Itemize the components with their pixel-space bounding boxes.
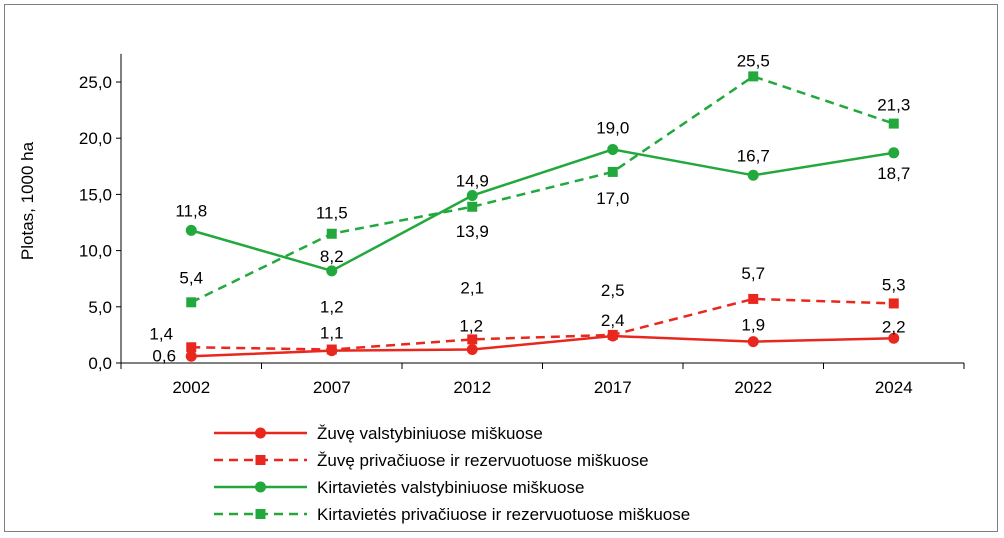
data-point-marker <box>326 265 338 277</box>
data-label: 2,5 <box>601 281 625 300</box>
legend-label: Žuvę valstybiniuose miškuose <box>317 424 543 443</box>
y-tick-label: 0,0 <box>88 354 112 373</box>
data-label: 1,2 <box>320 298 344 317</box>
data-label: 1,2 <box>459 317 483 336</box>
data-label: 13,9 <box>456 222 489 241</box>
legend-marker <box>255 427 266 439</box>
y-tick-label: 25,0 <box>79 73 112 92</box>
y-axis-title: Plotas, 1000 ha <box>18 141 37 260</box>
data-label: 18,7 <box>877 164 910 183</box>
data-point-marker <box>466 190 478 202</box>
series-line-2 <box>191 297 894 351</box>
x-tick-label: 2017 <box>594 378 632 397</box>
data-label: 1,4 <box>149 324 173 343</box>
series-layer <box>185 71 900 362</box>
data-point-marker <box>466 344 478 356</box>
data-point-marker <box>607 329 618 340</box>
data-labels: 0,6 1,1 1,2 2,4 1,9 2,2 1,4 1,2 2,1 2,5 5,7 5,3 11,8… <box>149 51 910 365</box>
data-point-marker <box>888 332 900 344</box>
data-point-marker <box>888 147 900 159</box>
y-tick-label: 10,0 <box>79 242 112 261</box>
y-tick-label: 20,0 <box>79 129 112 148</box>
data-point-marker <box>185 224 197 236</box>
data-label: 1,9 <box>741 316 765 335</box>
data-point-marker <box>186 297 197 308</box>
data-point-marker <box>186 342 197 353</box>
legend-marker <box>255 481 266 493</box>
series-line-1 <box>191 334 894 358</box>
legend-label: Kirtavietės valstybiniuose miškuose <box>317 478 584 497</box>
data-label: 5,4 <box>179 268 203 287</box>
legend-label: Kirtavietės privačiuose ir rezervuotuose… <box>317 505 690 524</box>
data-point-marker <box>185 350 197 362</box>
data-point-marker <box>467 334 478 345</box>
data-point-marker <box>326 228 337 239</box>
data-label: 2,2 <box>882 317 906 336</box>
data-label: 19,0 <box>596 118 629 137</box>
data-label: 21,3 <box>877 96 910 115</box>
line-chart: 0,0 5,0 10,0 15,0 20,0 25,0 2002 2007 2012 2017 20… <box>18 51 965 524</box>
data-label: 11,5 <box>316 204 348 223</box>
legend-label: Žuvę privačiuose ir rezervuotuose miškuo… <box>317 451 649 470</box>
y-tick-label: 15,0 <box>79 185 112 204</box>
data-label: 5,3 <box>882 275 906 294</box>
data-point-marker <box>888 298 899 309</box>
data-label: 25,5 <box>737 51 770 70</box>
data-point-marker <box>748 293 759 304</box>
data-label: 17,0 <box>596 189 629 208</box>
legend-marker <box>255 455 266 465</box>
x-tick-label: 2024 <box>875 378 913 397</box>
data-point-marker <box>467 201 478 212</box>
data-label: 1,1 <box>320 324 344 343</box>
data-point-marker <box>748 71 759 82</box>
series-line-3 <box>190 148 894 273</box>
chart-frame: 0,0 5,0 10,0 15,0 20,0 25,0 2002 2007 2012 2017 20… <box>4 4 998 532</box>
y-tick-label: 5,0 <box>88 298 112 317</box>
x-tick-label: 2022 <box>734 378 772 397</box>
data-point-marker <box>747 336 759 348</box>
data-label: 5,7 <box>741 264 765 283</box>
data-label: 14,9 <box>456 172 489 191</box>
x-tick-label: 2012 <box>453 378 491 397</box>
data-label: 11,8 <box>175 201 207 220</box>
data-point-marker <box>747 169 759 181</box>
data-label: 16,7 <box>737 146 770 165</box>
data-label: 2,1 <box>460 278 484 297</box>
axes: 0,0 5,0 10,0 15,0 20,0 25,0 2002 2007 2012 2017 20… <box>18 53 965 397</box>
x-tick-label: 2002 <box>172 378 210 397</box>
x-tick-label: 2007 <box>313 378 351 397</box>
series-line-4 <box>190 74 895 304</box>
legend-marker <box>255 509 266 519</box>
data-point-marker <box>607 166 618 177</box>
data-label: 8,2 <box>320 247 344 266</box>
data-point-marker <box>607 143 619 155</box>
data-point-marker <box>326 344 337 355</box>
data-point-marker <box>888 118 899 129</box>
data-label: 2,4 <box>601 311 625 330</box>
data-label: 0,6 <box>152 346 176 365</box>
legend: Žuvę valstybiniuose miškuose Žuvę privači… <box>214 424 690 524</box>
